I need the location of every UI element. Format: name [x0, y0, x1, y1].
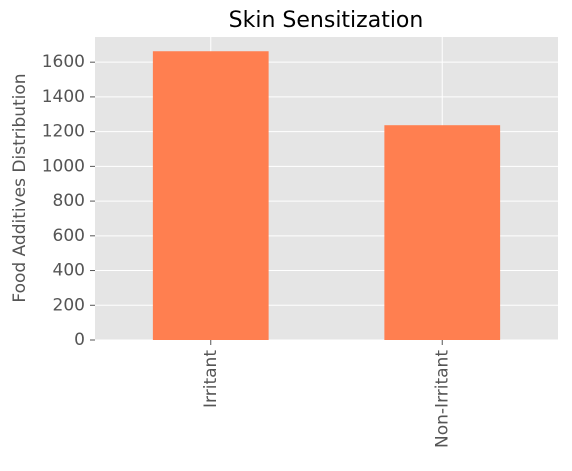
- bar: [152, 51, 269, 340]
- y-tick-label: 1400: [42, 87, 85, 107]
- y-tick-label: 200: [53, 295, 85, 315]
- bar: [384, 125, 501, 341]
- y-tick-label: 1000: [42, 156, 85, 176]
- y-tick-label: 1600: [42, 52, 85, 72]
- y-tick-label: 1200: [42, 122, 85, 142]
- x-tick-label: Non-Irritant: [432, 350, 452, 448]
- y-tick-label: 800: [53, 191, 85, 211]
- chart-title: Skin Sensitization: [229, 8, 424, 33]
- y-tick-label: 400: [53, 261, 85, 281]
- y-tick-label: 0: [74, 330, 85, 350]
- x-tick-label: Irritant: [201, 350, 221, 408]
- y-tick-label: 600: [53, 226, 85, 246]
- y-axis-label: Food Additives Distribution: [10, 73, 30, 302]
